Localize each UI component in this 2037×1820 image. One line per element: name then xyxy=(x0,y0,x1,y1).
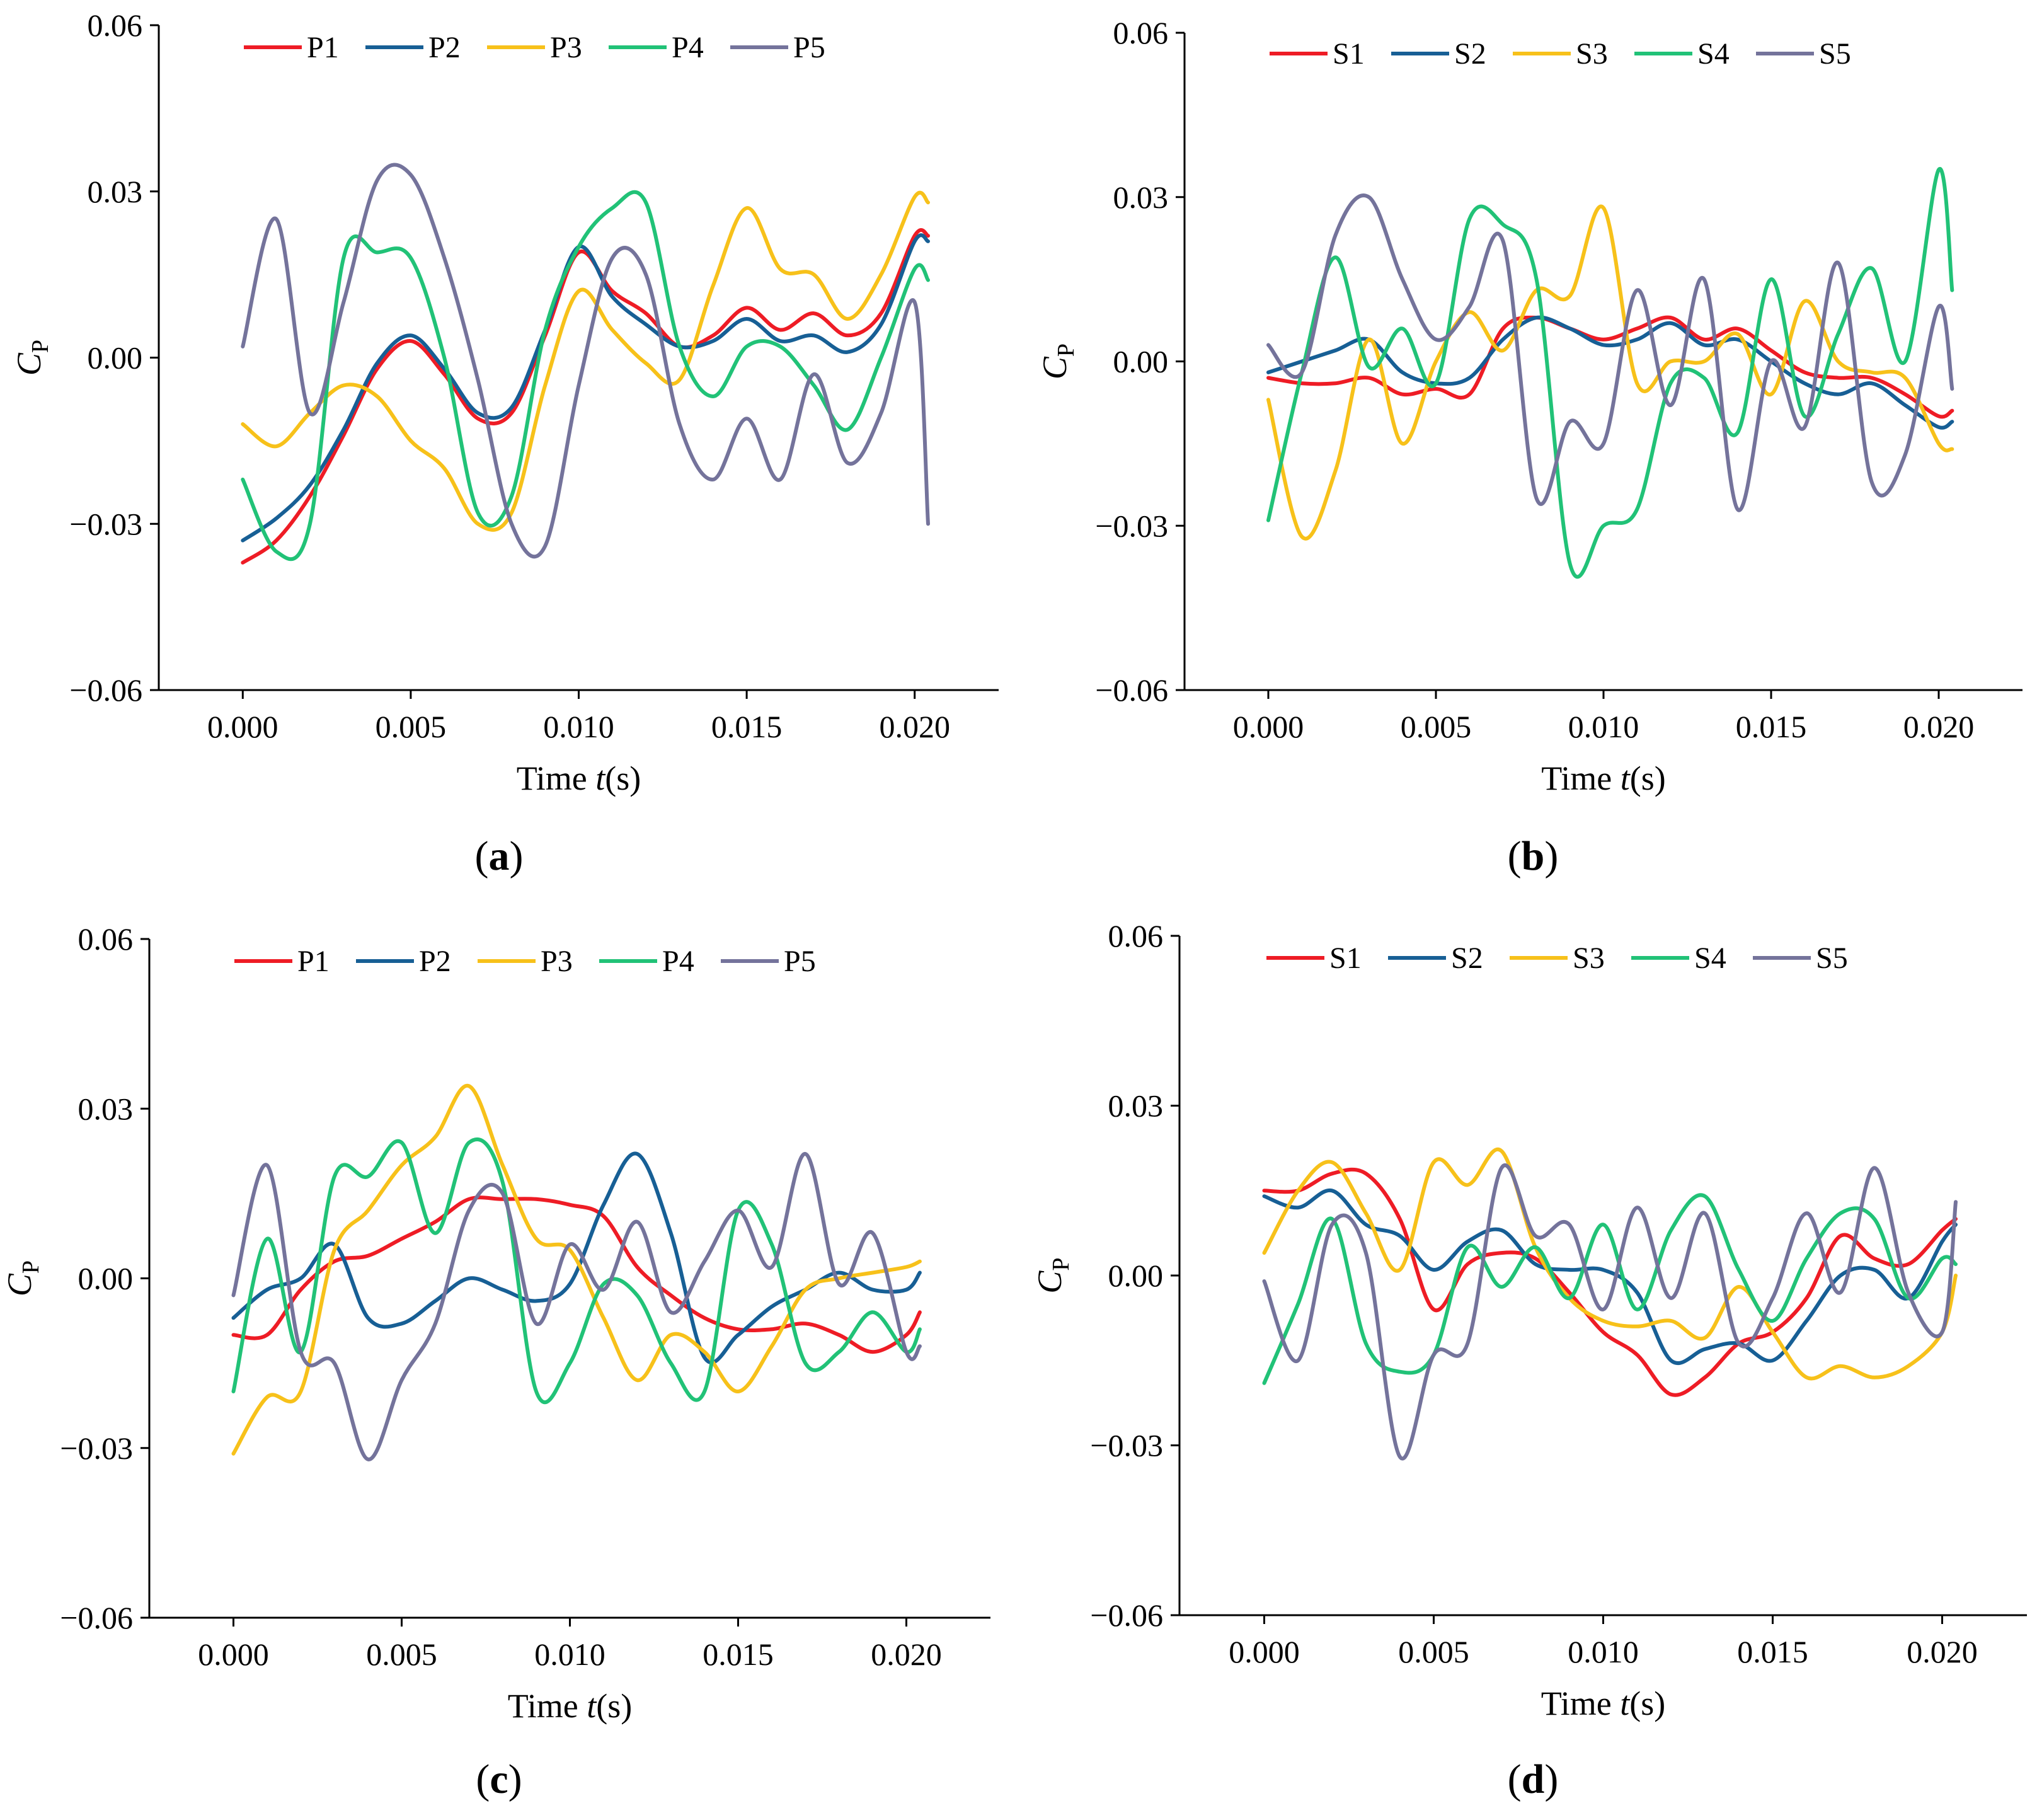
legend-label-P2: P2 xyxy=(428,31,461,64)
series-line-P3 xyxy=(241,190,930,532)
x-tick-label: 0.000 xyxy=(198,1637,269,1672)
y-tick-label: 0.03 xyxy=(88,174,143,209)
x-tick-label: 0.010 xyxy=(1568,1634,1639,1669)
y-tick-label: 0.03 xyxy=(1108,1088,1164,1124)
series-line-P5 xyxy=(241,163,930,559)
series-line-S5 xyxy=(1266,193,1954,512)
y-tick-label: −0.03 xyxy=(60,1431,133,1466)
x-tick-label: 0.005 xyxy=(366,1637,437,1672)
legend-label-S5: S5 xyxy=(1816,942,1848,975)
series-line-S4 xyxy=(1262,1193,1958,1385)
series-line-P4 xyxy=(231,1138,922,1405)
y-tick-label: 0.00 xyxy=(88,340,143,376)
y-tick-label: −0.06 xyxy=(69,672,142,708)
series-line-S4 xyxy=(1266,166,1954,579)
series-line-S5 xyxy=(1262,1163,1958,1461)
panel-label: (a) xyxy=(475,833,524,879)
legend-label-S3: S3 xyxy=(1573,942,1605,975)
chart-panel-1: −0.06 −0.03 0.00 0.03 0.06 0.000 0.005 0.010 0.0… xyxy=(10,8,999,879)
legend-label-P1: P1 xyxy=(297,945,330,978)
legend-label-S2: S2 xyxy=(1454,37,1486,71)
x-tick-label: 0.005 xyxy=(1398,1634,1469,1669)
legend-label-S1: S1 xyxy=(1333,37,1365,71)
y-tick-label: 0.06 xyxy=(78,921,134,957)
x-tick-label: 0.015 xyxy=(1736,709,1807,744)
x-tick-label: 0.000 xyxy=(1233,709,1304,744)
chart-panel-2: −0.06 −0.03 0.00 0.03 0.06 0.000 0.005 0.010 0.0… xyxy=(1036,15,2023,879)
legend-label-P3: P3 xyxy=(541,945,573,978)
series-line-S3 xyxy=(1266,204,1954,541)
legend-label-S4: S4 xyxy=(1694,942,1726,975)
x-axis-title: Time t(s) xyxy=(1541,1685,1666,1722)
legend-label-P4: P4 xyxy=(672,31,704,64)
y-tick-label: 0.06 xyxy=(88,8,143,43)
legend-label-P3: P3 xyxy=(550,31,582,64)
x-tick-label: 0.005 xyxy=(1401,709,1472,744)
series-line-S2 xyxy=(1262,1188,1958,1366)
panel-label: (d) xyxy=(1508,1756,1559,1802)
y-tick-label: −0.06 xyxy=(1090,1598,1163,1633)
chart-panel-3: −0.06 −0.03 0.00 0.03 0.06 0.000 0.005 0.010 0.0… xyxy=(1,921,990,1802)
series-line-P5 xyxy=(231,1152,922,1461)
panel-label: (c) xyxy=(476,1756,522,1802)
y-axis-title: CP xyxy=(1,1260,44,1296)
series-line-S1 xyxy=(1266,315,1954,419)
y-tick-label: −0.03 xyxy=(69,506,142,541)
x-tick-label: 0.020 xyxy=(879,709,950,744)
y-axis-title: CP xyxy=(1031,1257,1074,1293)
y-tick-label: −0.03 xyxy=(1095,508,1168,543)
legend-label-S3: S3 xyxy=(1576,37,1608,71)
legend-label-P5: P5 xyxy=(793,31,825,64)
y-tick-label: −0.06 xyxy=(1095,672,1168,708)
x-tick-label: 0.010 xyxy=(543,709,614,744)
series-line-P1 xyxy=(241,228,930,565)
y-tick-label: 0.06 xyxy=(1113,15,1169,50)
x-tick-label: 0.000 xyxy=(207,709,278,744)
legend-label-S4: S4 xyxy=(1697,37,1730,71)
series-line-P4 xyxy=(241,190,930,562)
legend-label-P2: P2 xyxy=(419,945,451,978)
x-tick-label: 0.005 xyxy=(376,709,447,744)
x-axis-title: Time t(s) xyxy=(508,1687,633,1725)
x-axis-title: Time t(s) xyxy=(517,759,641,797)
legend-label-P5: P5 xyxy=(784,945,816,978)
legend-label-P4: P4 xyxy=(662,945,694,978)
y-tick-label: 0.00 xyxy=(1113,344,1169,379)
x-tick-label: 0.010 xyxy=(534,1637,605,1672)
legend-label-S2: S2 xyxy=(1451,942,1483,975)
y-axis-title: CP xyxy=(1036,343,1079,379)
y-tick-label: 0.03 xyxy=(78,1091,134,1126)
legend-label-P1: P1 xyxy=(307,31,339,64)
y-tick-label: 0.06 xyxy=(1108,918,1164,953)
legend-label-S5: S5 xyxy=(1819,37,1851,71)
legend-label-S1: S1 xyxy=(1329,942,1362,975)
series-line-P2 xyxy=(241,233,930,543)
x-tick-label: 0.020 xyxy=(871,1637,942,1672)
y-tick-label: 0.00 xyxy=(1108,1258,1164,1293)
chart-panel-4: −0.06 −0.03 0.00 0.03 0.06 0.000 0.005 0.010 0.0… xyxy=(1031,918,2027,1802)
x-tick-label: 0.015 xyxy=(703,1637,774,1672)
y-tick-label: −0.06 xyxy=(60,1600,133,1635)
x-tick-label: 0.015 xyxy=(711,709,783,744)
y-tick-label: −0.03 xyxy=(1090,1428,1163,1463)
x-tick-label: 0.010 xyxy=(1568,709,1639,744)
y-axis-title: CP xyxy=(10,340,54,376)
y-tick-label: 0.03 xyxy=(1113,180,1169,215)
series-line-S1 xyxy=(1262,1167,1958,1397)
series-line-S3 xyxy=(1262,1147,1958,1381)
x-tick-label: 0.020 xyxy=(1903,709,1975,744)
panel-label: (b) xyxy=(1508,833,1559,879)
y-tick-label: 0.00 xyxy=(78,1261,134,1296)
x-tick-label: 0.020 xyxy=(1907,1634,1978,1669)
x-axis-title: Time t(s) xyxy=(1541,759,1666,797)
x-tick-label: 0.000 xyxy=(1229,1634,1300,1669)
x-tick-label: 0.015 xyxy=(1737,1634,1808,1669)
